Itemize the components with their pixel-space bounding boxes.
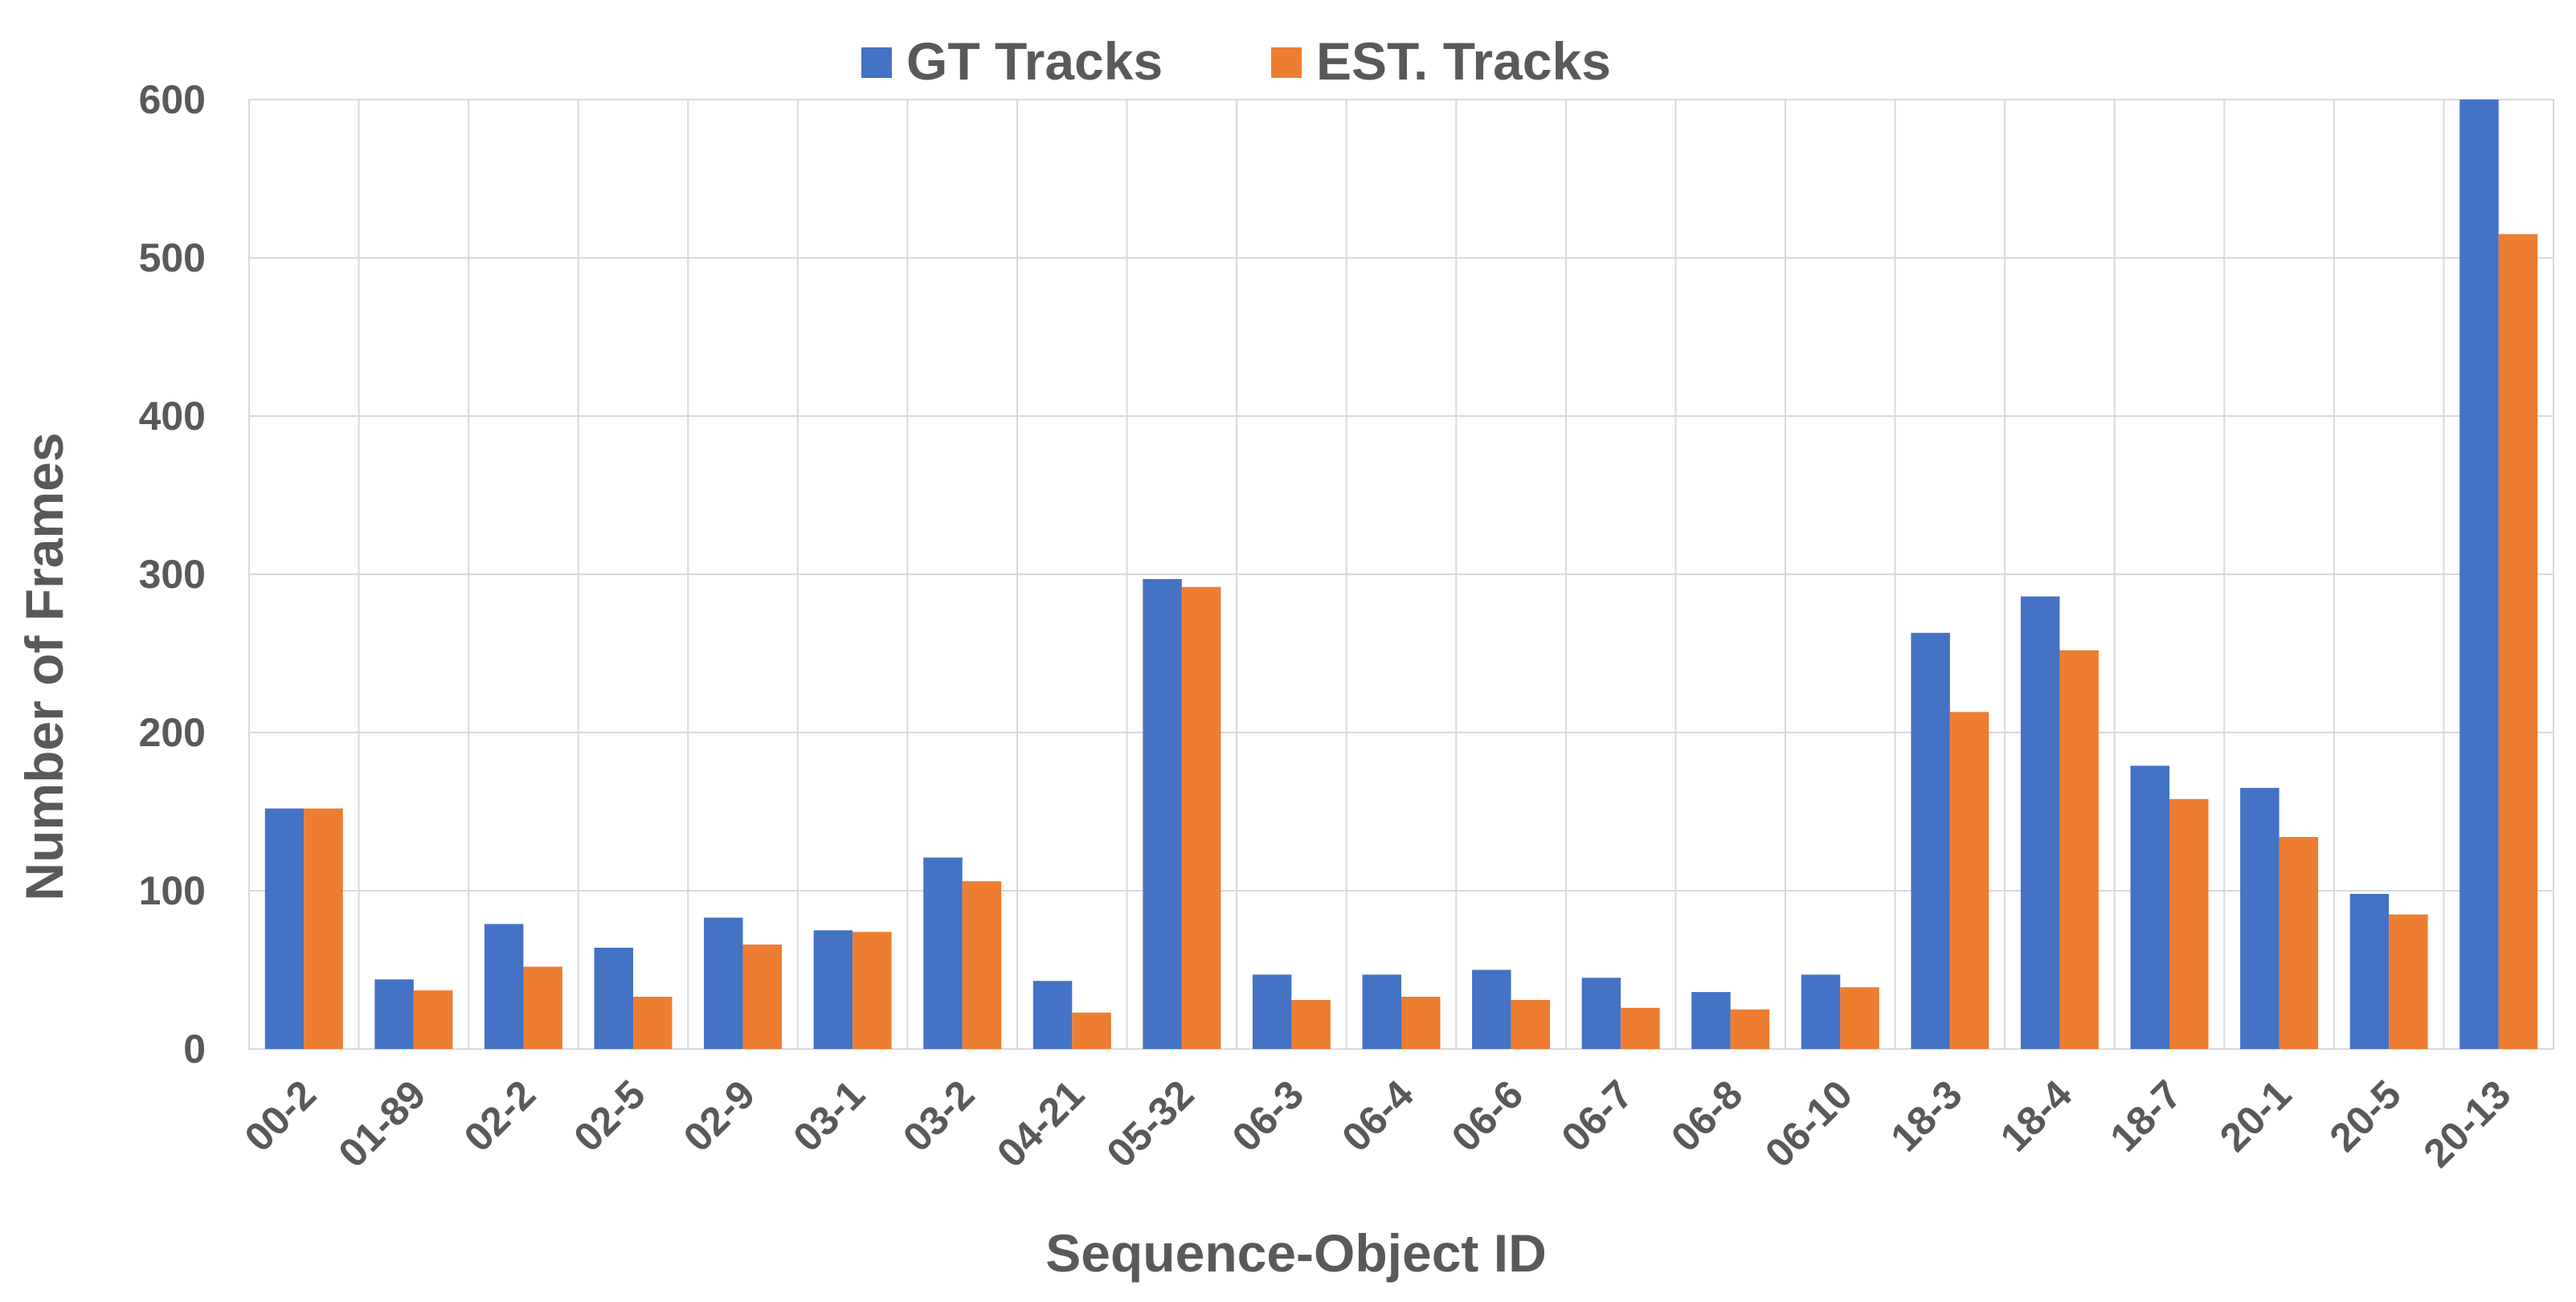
bar-gt-06-7 [1581,978,1621,1049]
bar-est-20-5 [2389,914,2428,1049]
bar-est-20-1 [2279,837,2319,1049]
bar-est-02-5 [633,996,673,1049]
bar-gt-18-7 [2130,765,2169,1049]
y-tick-label: 400 [139,394,206,439]
bar-est-06-3 [1291,999,1331,1049]
bar-est-02-2 [523,966,562,1049]
legend-swatch-est-tracks [1271,47,1302,78]
bar-gt-02-9 [704,917,743,1049]
x-axis-title: Sequence-Object ID [1045,1223,1547,1283]
x-tick-label: 18-3 [1882,1071,1970,1160]
x-tick-label: 20-5 [2321,1071,2410,1160]
x-tick-label: 20-1 [2211,1071,2300,1160]
bar-gt-20-1 [2240,787,2280,1049]
y-tick-label: 200 [139,710,206,755]
bar-gt-04-21 [1032,981,1073,1049]
bar-est-04-21 [1072,1012,1111,1049]
bar-gt-20-13 [2459,100,2499,1049]
bar-est-00-2 [304,808,343,1049]
bar-est-03-1 [853,932,892,1049]
x-tick-label: 06-8 [1662,1071,1751,1160]
y-tick-label: 300 [139,552,206,597]
bar-est-06-7 [1621,1007,1660,1049]
x-tick-label: 02-9 [675,1071,763,1160]
gridlines [248,99,2554,1050]
y-axis-title: Number of Frames [14,432,74,900]
y-tick-label: 0 [183,1026,206,1071]
bar-gt-06-4 [1362,974,1401,1049]
bar-gt-02-5 [594,947,633,1049]
bar-est-03-2 [962,881,1002,1049]
bar-est-18-4 [2059,650,2099,1049]
x-tick-label: 00-2 [236,1071,325,1160]
x-tick-label: 06-10 [1756,1071,1861,1176]
x-tick-label: 06-3 [1224,1071,1312,1160]
bar-est-05-32 [1181,586,1221,1049]
bar-gt-06-10 [1801,974,1841,1049]
bar-gt-05-32 [1143,578,1182,1049]
x-tick-label: 20-13 [2414,1071,2519,1176]
x-tick-label: 05-32 [1098,1071,1203,1176]
bar-gt-03-2 [923,857,963,1049]
x-tick-label: 18-7 [2101,1071,2190,1160]
bar-gt-03-1 [813,930,853,1049]
y-tick-label: 100 [139,868,206,913]
x-tick-labels: 00-2 01-89 02-2 02-5 02-9 03-1 03-2 04-21 05-32 0… [236,1071,2520,1176]
bar-gt-18-4 [2020,596,2060,1049]
bar-gt-20-5 [2349,893,2390,1049]
legend-swatch-gt-tracks [861,47,892,78]
bar-gt-00-2 [264,808,305,1049]
bar-est-06-6 [1511,999,1551,1049]
x-tick-label: 01-89 [330,1071,435,1176]
x-tick-label: 04-21 [988,1071,1093,1176]
bar-est-20-13 [2498,234,2538,1049]
bar-gt-01-89 [374,979,414,1049]
x-tick-label: 06-7 [1553,1071,1642,1160]
y-tick-labels: 0 100 200 300 400 500 600 [139,77,206,1071]
bar-est-06-4 [1401,996,1441,1049]
bar-est-02-9 [742,944,783,1049]
x-tick-label: 18-4 [1992,1071,2080,1160]
y-tick-label: 600 [139,77,206,122]
bar-est-06-8 [1730,1009,1770,1049]
x-tick-label: 03-1 [785,1071,873,1160]
legend-label-gt-tracks: GT Tracks [906,31,1163,91]
bar-gt-02-2 [484,924,524,1049]
x-tick-label: 06-4 [1333,1071,1421,1160]
x-tick-label: 02-2 [456,1071,544,1160]
x-tick-label: 02-5 [565,1071,653,1160]
legend: GT Tracks EST. Tracks [861,31,1611,91]
bars [264,100,2538,1049]
bar-gt-06-3 [1252,974,1292,1049]
bar-gt-06-6 [1472,969,1511,1049]
bar-est-01-89 [413,990,453,1049]
y-tick-label: 500 [139,235,206,280]
x-tick-label: 06-6 [1443,1071,1531,1160]
legend-label-est-tracks: EST. Tracks [1316,31,1611,91]
x-tick-label: 03-2 [894,1071,983,1160]
bar-est-06-10 [1840,987,1879,1049]
bar-est-18-3 [1949,712,1989,1049]
bar-gt-06-8 [1691,992,1731,1049]
bar-est-18-7 [2169,798,2209,1049]
bar-gt-18-3 [1911,632,1950,1049]
